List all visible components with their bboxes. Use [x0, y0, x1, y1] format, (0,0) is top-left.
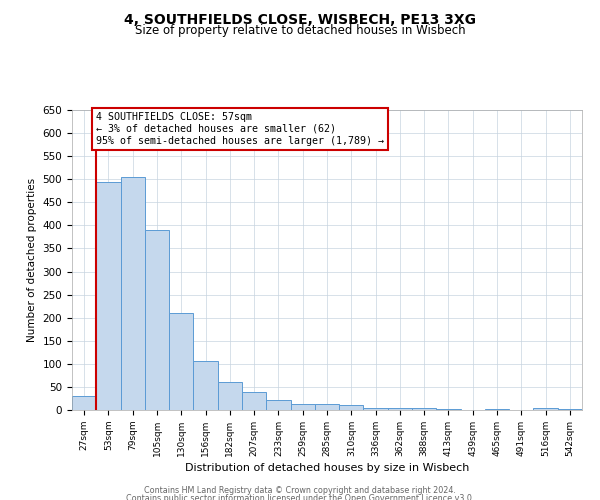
Text: Size of property relative to detached houses in Wisbech: Size of property relative to detached ho… [134, 24, 466, 37]
Bar [339, 405, 364, 410]
Text: Contains public sector information licensed under the Open Government Licence v3: Contains public sector information licen… [126, 494, 474, 500]
Bar [436, 409, 461, 410]
Bar [558, 409, 582, 410]
Text: 4 SOUTHFIELDS CLOSE: 57sqm
← 3% of detached houses are smaller (62)
95% of semi-: 4 SOUTHFIELDS CLOSE: 57sqm ← 3% of detac… [96, 112, 384, 146]
Bar [72, 396, 96, 410]
Bar [193, 360, 218, 410]
Bar [315, 404, 339, 410]
Y-axis label: Number of detached properties: Number of detached properties [27, 178, 37, 342]
Bar [290, 404, 315, 410]
Bar [266, 400, 290, 410]
Bar [96, 182, 121, 410]
Bar [485, 409, 509, 410]
Bar [533, 408, 558, 410]
Bar [388, 408, 412, 410]
X-axis label: Distribution of detached houses by size in Wisbech: Distribution of detached houses by size … [185, 463, 469, 473]
Bar [169, 313, 193, 410]
Bar [242, 392, 266, 410]
Bar [145, 230, 169, 410]
Bar [364, 408, 388, 410]
Bar [121, 177, 145, 410]
Text: Contains HM Land Registry data © Crown copyright and database right 2024.: Contains HM Land Registry data © Crown c… [144, 486, 456, 495]
Text: 4, SOUTHFIELDS CLOSE, WISBECH, PE13 3XG: 4, SOUTHFIELDS CLOSE, WISBECH, PE13 3XG [124, 12, 476, 26]
Bar [412, 408, 436, 410]
Bar [218, 382, 242, 410]
